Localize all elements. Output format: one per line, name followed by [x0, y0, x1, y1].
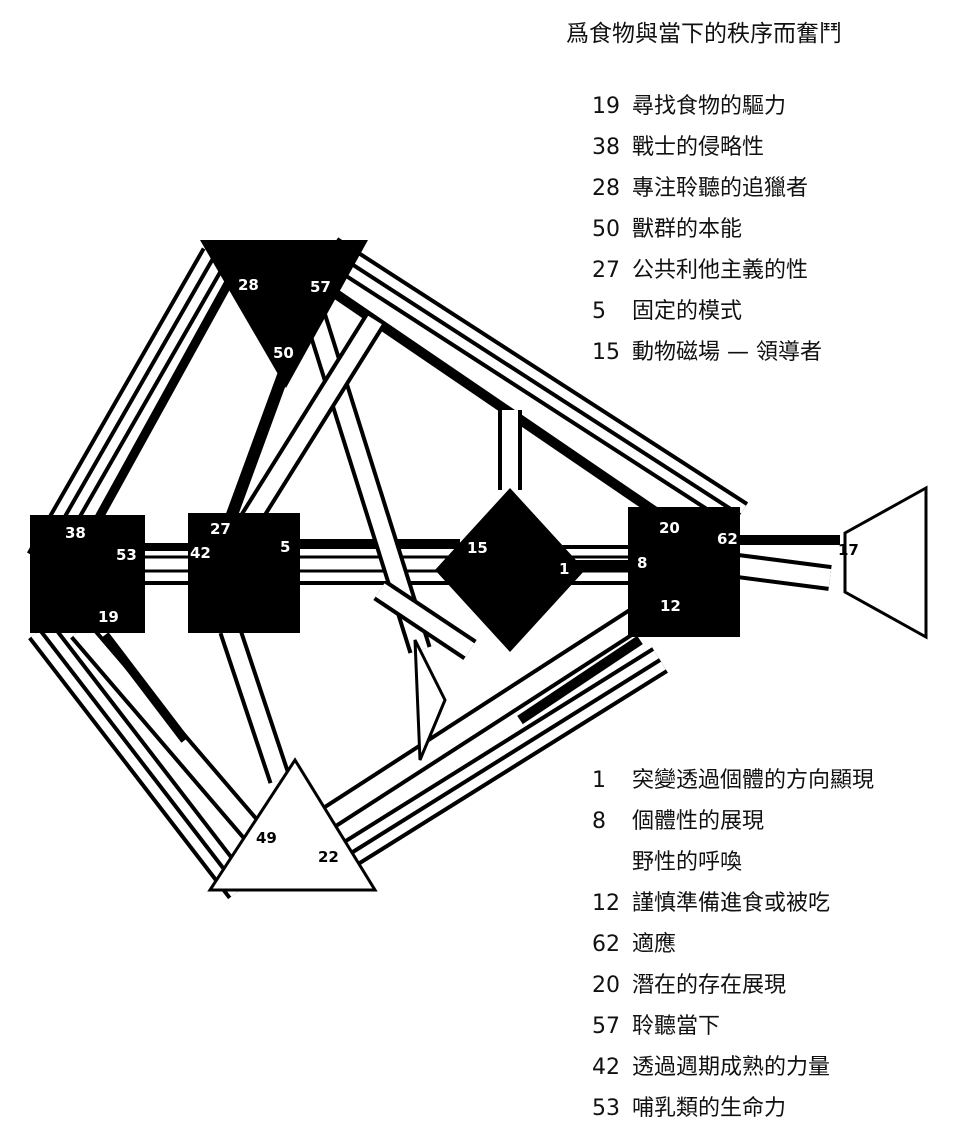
solar-center	[628, 507, 740, 637]
gate-text: 哺乳類的生命力	[632, 1096, 787, 1121]
list-item: 8 個體性的展現	[592, 801, 874, 842]
spleen-center	[30, 515, 145, 633]
gate-list-bottom: 1 突變透過個體的方向顯現 8 個體性的展現 野性的呼喚 12 謹慎準備進食或被吃 6…	[592, 760, 874, 1129]
gate-text: 野性的呼喚	[632, 850, 743, 875]
gate-labels: 38 53 19 27 42 5 28 57 50 15 1 20 62 8 1…	[65, 276, 859, 866]
root-triangle	[207, 757, 378, 892]
gate-number: 12	[592, 891, 620, 916]
gate-number: 15	[592, 340, 620, 365]
gate-label-42: 42	[190, 544, 211, 562]
list-item: 62 適應	[592, 924, 874, 965]
gate-number	[592, 842, 632, 883]
gate-label-8: 8	[637, 554, 647, 572]
gate-label-1: 1	[559, 560, 569, 578]
right-triangle-center	[843, 485, 928, 640]
sacral-notch	[413, 639, 447, 761]
channel-root-solar	[317, 599, 668, 873]
gate-label-57: 57	[310, 278, 331, 296]
gate-text: 適應	[632, 932, 677, 957]
gate-number: 62	[592, 932, 620, 957]
gate-label-22: 22	[318, 848, 339, 866]
gate-label-15: 15	[467, 539, 488, 557]
gate-label-19: 19	[98, 608, 119, 626]
gate-number: 50	[592, 217, 620, 242]
list-item: 12 謹慎準備進食或被吃	[592, 883, 874, 924]
channel-head-sacral	[218, 296, 522, 784]
gate-text: 固定的模式	[632, 299, 743, 324]
list-item: 38 戰士的侵略性	[592, 127, 822, 168]
list-item: 57 聆聽當下	[592, 1006, 874, 1047]
list-item: 28 專注聆聽的追獵者	[592, 168, 822, 209]
gate-text: 尋找食物的驅力	[632, 94, 787, 119]
gate-text: 潛在的存在展現	[632, 973, 787, 998]
throat-center	[188, 513, 300, 633]
gate-number: 27	[592, 258, 620, 283]
gate-text: 突變透過個體的方向顯現	[632, 768, 875, 793]
gate-label-28: 28	[238, 276, 259, 294]
gate-text: 透過週期成熟的力量	[632, 1055, 831, 1080]
head-center	[200, 240, 368, 388]
gate-number: 28	[592, 176, 620, 201]
gate-text: 公共利他主義的性	[632, 258, 809, 283]
gate-label-5: 5	[280, 538, 290, 556]
gate-text: 獸群的本能	[632, 217, 743, 242]
list-item: 20 潛在的存在展現	[592, 965, 874, 1006]
gate-number: 5	[592, 299, 606, 324]
gate-number: 38	[592, 135, 620, 160]
gate-label-50: 50	[273, 344, 294, 362]
list-item: 50 獸群的本能	[592, 209, 822, 250]
gate-list-top: 19 尋找食物的驅力 38 戰士的侵略性 28 專注聆聽的追獵者 50 獸群的本能 27…	[592, 86, 822, 373]
list-item: 53 哺乳類的生命力	[592, 1088, 874, 1129]
gate-number: 20	[592, 973, 620, 998]
heart-center	[435, 488, 585, 652]
list-item: 5 固定的模式	[592, 291, 822, 332]
channel-head-throat-right	[321, 237, 749, 528]
gate-label-62: 62	[717, 530, 738, 548]
centers	[30, 240, 928, 892]
gate-text: 聆聽當下	[632, 1014, 721, 1039]
gate-number: 8	[592, 809, 606, 834]
list-item: 野性的呼喚	[592, 842, 874, 883]
gate-text: 戰士的侵略性	[632, 135, 765, 160]
gate-label-12: 12	[660, 597, 681, 615]
gate-number: 57	[592, 1014, 620, 1039]
list-item: 19 尋找食物的驅力	[592, 86, 822, 127]
gate-text: 專注聆聽的追獵者	[632, 176, 809, 201]
gate-number: 1	[592, 768, 606, 793]
gate-number: 19	[592, 94, 620, 119]
channel-spleen-root-left	[28, 620, 270, 900]
page-title: 爲食物與當下的秩序而奮鬥	[566, 21, 842, 47]
gate-label-17: 17	[838, 541, 859, 559]
gate-label-53: 53	[116, 546, 137, 564]
list-item: 15 動物磁場 — 領導者	[592, 332, 822, 373]
list-item: 27 公共利他主義的性	[592, 250, 822, 291]
gate-number: 53	[592, 1096, 620, 1121]
gate-label-20: 20	[659, 519, 680, 537]
gate-number: 42	[592, 1055, 620, 1080]
gate-label-49: 49	[256, 829, 277, 847]
list-item: 42 透過週期成熟的力量	[592, 1047, 874, 1088]
gate-label-38: 38	[65, 524, 86, 542]
gate-text: 個體性的展現	[632, 809, 765, 834]
gate-text: 謹慎準備進食或被吃	[632, 891, 831, 916]
list-item: 1 突變透過個體的方向顯現	[592, 760, 874, 801]
gate-label-27: 27	[210, 520, 231, 538]
gate-text: 動物磁場 — 領導者	[632, 340, 822, 365]
